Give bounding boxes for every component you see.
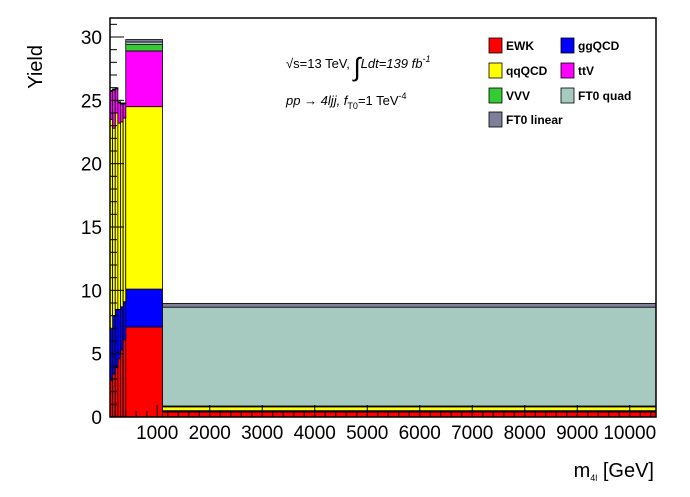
legend-swatch-qqqcd bbox=[488, 62, 503, 79]
plot-frame bbox=[109, 17, 657, 418]
legend-swatch-ft0-quad bbox=[560, 87, 575, 104]
y-axis: 0 5 10 15 20 25 30 bbox=[81, 23, 124, 429]
x-axis: 1000 2000 3000 4000 5000 6000 7000 8000 9000 1000… bbox=[114, 405, 656, 444]
x-tick-label: 5000 bbox=[346, 423, 388, 444]
legend-swatch-ttv bbox=[560, 62, 575, 79]
x-tick-label: 3000 bbox=[241, 423, 283, 444]
y-tick-label: 5 bbox=[91, 345, 102, 366]
legend-swatch-ewk bbox=[488, 37, 503, 54]
y-tick-label: 15 bbox=[81, 218, 102, 239]
y-tick-label: 0 bbox=[91, 408, 102, 429]
bar-ewk-bin-6 bbox=[125, 326, 163, 418]
legend-swatch-ggqcd bbox=[560, 37, 575, 54]
legend-label-ft0-linear: FT0 linear bbox=[506, 113, 563, 127]
y-tick-label: 10 bbox=[81, 281, 102, 302]
legend-label-ft0-quad: FT0 quad bbox=[578, 89, 631, 103]
x-tick-label: 8000 bbox=[504, 423, 546, 444]
annotation: √s=13 TeV, ∫Ldt=139 fb-1 pp → 4ljj, fT0=… bbox=[285, 52, 430, 111]
bar-ft0-quad-bin-7 bbox=[162, 306, 657, 407]
legend-label-ewk: EWK bbox=[506, 39, 534, 53]
legend-swatch-ft0-linear bbox=[488, 111, 503, 128]
y-tick-label: 25 bbox=[81, 91, 102, 112]
x-tick-label: 6000 bbox=[399, 423, 441, 444]
bar-vvv-bin-6 bbox=[125, 44, 163, 52]
legend-label-ggqcd: ggQCD bbox=[578, 39, 620, 53]
y-tick-label: 30 bbox=[81, 28, 102, 49]
x-tick-label: 9000 bbox=[556, 423, 598, 444]
bar-ft0-linear-bin-6 bbox=[125, 39, 163, 43]
x-tick-label: 10000 bbox=[603, 423, 656, 444]
x-tick-label: 1000 bbox=[136, 423, 178, 444]
legend: EWK ggQCD qqQCD ttV VVV FT0 quad FT0 linear bbox=[488, 37, 631, 128]
legend-swatch-vvv bbox=[488, 87, 503, 104]
legend-label-vvv: VVV bbox=[506, 89, 530, 103]
process-label: pp → 4ljj, fT0=1 TeV-4 bbox=[285, 91, 407, 111]
legend-label-qqqcd: qqQCD bbox=[506, 64, 548, 78]
bar-qqqcd-bin-6 bbox=[125, 106, 163, 290]
bar-ft0-linear-bin-7 bbox=[162, 302, 657, 308]
x-tick-label: 4000 bbox=[294, 423, 336, 444]
y-tick-label: 20 bbox=[81, 155, 102, 176]
bars-layer bbox=[109, 39, 657, 418]
x-axis-title: m4l [GeV] bbox=[574, 460, 654, 483]
bar-ggqcd-bin-6 bbox=[125, 288, 163, 328]
energy-lumi-label: √s=13 TeV, ∫Ldt=139 fb-1 bbox=[286, 52, 430, 82]
x-tick-label: 2000 bbox=[189, 423, 231, 444]
y-axis-title: Yield bbox=[25, 45, 47, 89]
bar-ttv-bin-6 bbox=[125, 50, 163, 108]
x-tick-label: 7000 bbox=[451, 423, 493, 444]
bar-qqqcd-bin-7 bbox=[162, 406, 657, 412]
legend-label-ttv: ttV bbox=[578, 64, 594, 78]
